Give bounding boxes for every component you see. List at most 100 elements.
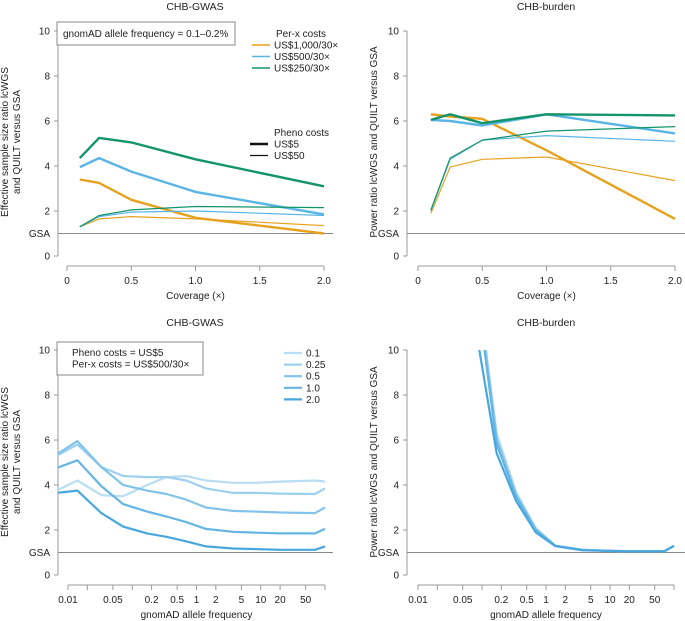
x-tick-label: 1.0 [189,276,203,287]
x-tick-label: 50 [649,595,661,606]
x-tick-label: 10 [255,595,267,606]
y-tick-label: 8 [44,72,50,83]
annotation-box [56,341,204,376]
series-line-US-500-30--pheno-5 [430,113,676,135]
x-tick-label: 1.5 [604,276,618,287]
y-tick-label: 0 [393,571,399,582]
legend-pheno-title: Pheno costs [274,128,329,139]
series-line-0.25 [58,443,326,496]
x-axis-label: Coverage (×) [166,291,225,302]
legend-label: US$1,000/30× [274,41,338,52]
x-tick-label: 0.05 [453,595,473,606]
y-axis-label-line: Power ratio lcWGS and QUILT versus GSA [369,46,380,238]
series-line-US-500-30--pheno-5 [79,156,325,216]
series-line-2.0 [58,489,326,551]
legend-cost-title: Per-x costs [276,29,326,40]
series-line-0.5 [58,440,326,515]
y-tick-label: 6 [44,436,50,447]
gsa-label: GSA [378,229,399,240]
x-tick-label: 2.0 [317,276,331,287]
legend-label: US$50 [274,151,305,162]
chart-title: CHB-GWAS [166,317,223,329]
y-tick-label: 0 [44,252,50,263]
x-tick-label: 0 [64,276,70,287]
panel-2: CHB-burden 0 2 4 6 8 10 GSA 0 0.5 1.0 1.5 2.0 Coverag… [369,1,685,302]
x-tick-label: 0.5 [520,595,534,606]
series-group [58,440,326,551]
series-line-US-250-30--pheno-5 [78,136,325,188]
y-axis-label-line: and QUILT versus GSA [12,410,23,514]
x-tick-label: 0.01 [58,595,78,606]
x-tick-label: 0.5 [475,276,489,287]
x-tick-label: 2 [562,595,568,606]
legend-label: 2.0 [306,395,320,406]
legend-label: US$250/30× [274,64,330,75]
x-tick-label: 20 [624,595,636,606]
chart-title: CHB-burden [517,317,576,329]
y-axis-label: Effective sample size ratio lcWGS and QUI… [0,67,23,217]
y-tick-label: 6 [393,436,399,447]
x-tick-label: 0.2 [145,595,159,606]
y-tick-label: 2 [393,207,399,218]
series-line-0.1 [58,474,326,498]
y-tick-label: 10 [39,27,51,38]
x-tick-label: 0.01 [408,595,428,606]
y-tick-label: 0 [393,252,399,263]
y-tick-label: 10 [388,346,400,357]
annotation-box [56,21,236,46]
chart-title: CHB-GWAS [166,1,223,13]
y-axis-label-line: and QUILT versus GSA [12,90,23,194]
legend-label: 0.1 [306,349,320,360]
series-group [430,113,676,220]
y-tick-label: 0 [44,571,50,582]
panel-4: CHB-burden 0 2 4 6 8 10 GSA 0.01 0.05 0.2 0.5 1 2 5 10 2… [369,317,685,621]
series-line-US-1-000-30--pheno-5 [79,178,325,235]
y-tick-label: 8 [44,391,50,402]
x-tick-label: 10 [604,595,616,606]
x-axis-label: gnomAD allele frequency [490,610,602,621]
series-group [78,136,325,235]
chart-title: CHB-burden [517,1,576,13]
x-tick-label: 2 [213,595,219,606]
annotation-text: gnomAD allele frequency = 0.1–0.2% [63,29,228,40]
series-group [478,350,675,553]
gsa-label: GSA [29,229,50,240]
x-tick-label: 0.05 [103,595,123,606]
y-axis-label-line: Power ratio lcWGS and QUILT versus GSA [369,366,380,558]
legend-label: US$500/30× [274,52,330,63]
x-tick-label: 1.0 [540,276,554,287]
annotation-text: Per-x costs = US$500/30× [72,360,189,371]
y-axis-label: Power ratio lcWGS and QUILT versus GSA [369,46,380,238]
y-tick-label: 2 [393,526,399,537]
legend-label: 0.5 [306,372,320,383]
x-tick-label: 0.5 [124,276,138,287]
y-tick-label: 4 [393,481,399,492]
panel-3: CHB-GWAS 0 2 4 6 8 10 GSA 0.01 0.05 0.2 0.5 1 2 5 10 20 5… [0,317,333,621]
x-tick-label: 0.2 [494,595,508,606]
x-tick-label: 50 [300,595,312,606]
y-tick-label: 4 [44,162,50,173]
series-line-US-1-000-30--pheno-5 [430,113,676,220]
y-tick-label: 10 [388,27,400,38]
x-tick-label: 0.5 [170,595,184,606]
series-line-US-1-000-30--pheno-50 [430,156,676,214]
legend-label: US$5 [274,140,299,151]
series-line-1.0 [58,459,326,535]
y-tick-label: 10 [39,346,51,357]
series-line-US-500-30--pheno-50 [79,210,325,228]
x-tick-label: 5 [588,595,594,606]
annotation-text: Pheno costs = US$5 [72,348,164,359]
series-line-US-250-30--pheno-5 [430,113,676,125]
x-axis-label: Coverage (×) [517,291,576,302]
x-tick-label: 20 [275,595,287,606]
series-line-1.0 [483,350,675,553]
x-tick-label: 1 [194,595,200,606]
y-axis-label-line: Effective sample size ratio lcWGS [0,67,11,217]
x-tick-label: 1.5 [253,276,267,287]
y-axis-label: Power ratio lcWGS and QUILT versus GSA [369,366,380,558]
series-line-US-1-000-30--pheno-50 [79,216,325,228]
y-axis-label-line: Effective sample size ratio lcWGS [0,387,11,537]
x-tick-label: 5 [239,595,245,606]
series-line-US-250-30--pheno-50 [79,205,325,228]
